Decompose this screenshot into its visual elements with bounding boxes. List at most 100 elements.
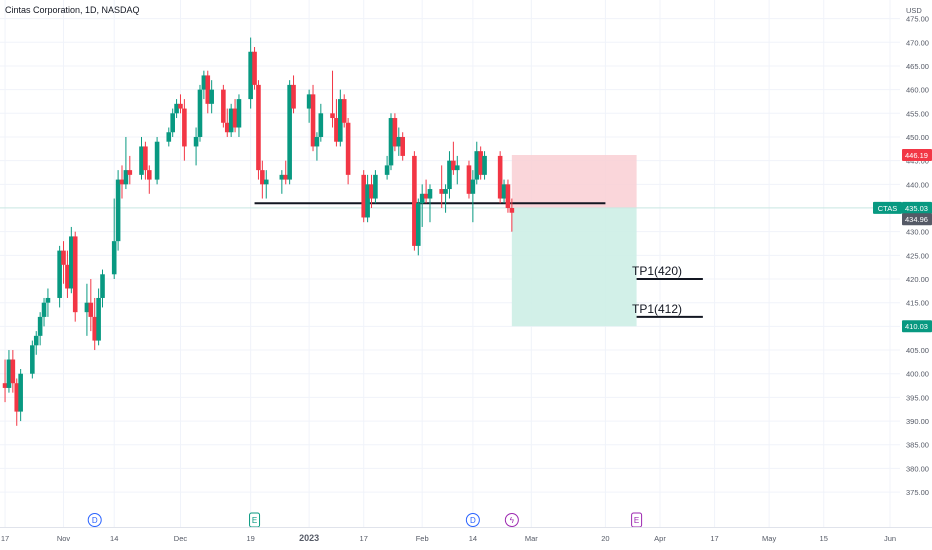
candle-body	[205, 75, 211, 104]
price-tick-label: 405.00	[906, 346, 929, 355]
event-marker-label: D	[92, 516, 98, 525]
split-marker	[504, 513, 519, 527]
candle-body	[396, 136, 402, 147]
candle-body	[334, 118, 339, 142]
dividend-marker	[465, 513, 480, 527]
price-tick-label: 390.00	[906, 417, 929, 426]
candle-body	[14, 383, 20, 412]
candle-body	[221, 89, 226, 123]
time-axis-bg	[0, 527, 932, 550]
price-tick-label: 425.00	[906, 251, 929, 260]
candle-body	[306, 94, 312, 109]
time-tick-label: 14	[110, 534, 118, 543]
candle-body	[18, 373, 23, 412]
candle-body	[338, 99, 343, 142]
price-tick-label: 420.00	[906, 275, 929, 284]
candle-body	[447, 160, 452, 190]
candle-body	[92, 316, 98, 341]
candle-body	[478, 151, 483, 175]
time-tick-label: 19	[246, 534, 254, 543]
candle-body	[69, 236, 74, 289]
candle-body	[30, 345, 35, 374]
event-marker-label: E	[252, 516, 257, 525]
candle-body	[427, 189, 433, 199]
candle-body	[228, 108, 234, 133]
candle-body	[166, 132, 172, 142]
chart-grid	[0, 0, 900, 527]
candle-body	[174, 103, 179, 114]
candle-body	[193, 136, 199, 147]
candle-body	[33, 335, 39, 346]
candle-body	[482, 155, 487, 175]
currency-label: USD	[906, 6, 922, 15]
time-tick-label: Feb	[416, 534, 429, 543]
tp1-420-text: TP1(420)	[632, 264, 682, 278]
price-axis-bg	[900, 0, 932, 550]
price-tick-label: 465.00	[906, 62, 929, 71]
candle-body	[439, 189, 444, 194]
price-tick-label: 445.00	[906, 157, 929, 166]
candle-body	[84, 302, 90, 313]
prev-price-label: 434.96	[905, 215, 928, 224]
candle-body	[96, 297, 101, 341]
time-axis: 17 Nov 14 Dec 19 2023 17 Feb 14 Mar 20 Apr 17 May 15 Ju…	[0, 527, 932, 550]
time-tick-label: 2023	[299, 533, 319, 543]
ctas-price-tag	[902, 201, 932, 214]
time-tick-label: Apr	[654, 534, 666, 543]
candle-body	[415, 203, 421, 246]
candle-body	[423, 193, 429, 199]
candle-body	[72, 236, 78, 313]
take-profit-zone	[511, 207, 637, 327]
candle-body	[41, 302, 47, 317]
price-labels: 446.19 CTAS 435.03 434.96 410.03	[873, 149, 932, 333]
dividend-marker	[87, 513, 102, 527]
candle-body	[392, 118, 398, 147]
candle-body	[454, 165, 460, 171]
candle-body	[509, 208, 515, 213]
price-tick-label: 415.00	[906, 299, 929, 308]
target-price-tag	[902, 320, 932, 333]
chart-title: Cintas Corporation, 1D, NASDAQ	[5, 5, 140, 15]
candle-body	[197, 89, 203, 137]
candle-body	[365, 184, 370, 218]
candle-body	[345, 122, 351, 175]
candle-body	[388, 118, 394, 166]
candle-body	[318, 113, 324, 137]
candle-body	[143, 146, 148, 171]
price-tick-label: 455.00	[906, 109, 929, 118]
candle-body	[466, 165, 472, 194]
candle-body	[330, 113, 335, 119]
candle-body	[127, 170, 133, 175]
candle-body	[6, 359, 12, 388]
candle-body	[10, 359, 16, 384]
price-tick-label: 430.00	[906, 228, 929, 237]
candle-body	[119, 179, 125, 185]
candle-body	[279, 174, 285, 180]
time-tick-label: Nov	[57, 534, 71, 543]
candle-body	[123, 170, 129, 185]
ticker-tag-label: CTAS	[878, 204, 897, 213]
ctas-price-label: 435.03	[905, 204, 928, 213]
candle-body	[139, 146, 144, 175]
candle-body	[61, 250, 66, 265]
price-tick-label: 400.00	[906, 370, 929, 379]
candle-body	[501, 184, 507, 199]
time-tick-label: May	[762, 534, 776, 543]
prev-price-tag	[902, 213, 932, 226]
price-tick-label: 380.00	[906, 464, 929, 473]
candle-body	[400, 136, 405, 156]
candle-body	[248, 51, 253, 100]
drawn-lines	[0, 202, 932, 318]
candle-body	[236, 99, 242, 128]
price-axis: USD 375.00 380.00 385.00 390.00 395.00 400.00 4…	[900, 0, 932, 550]
candle-body	[412, 155, 417, 246]
candle-body	[419, 193, 425, 204]
time-tick-label: 17	[360, 534, 368, 543]
candle-body	[37, 316, 43, 336]
price-tick-label: 470.00	[906, 38, 929, 47]
stop-loss-zone	[511, 155, 637, 208]
candle-body	[310, 94, 316, 147]
candle-body	[443, 189, 448, 194]
